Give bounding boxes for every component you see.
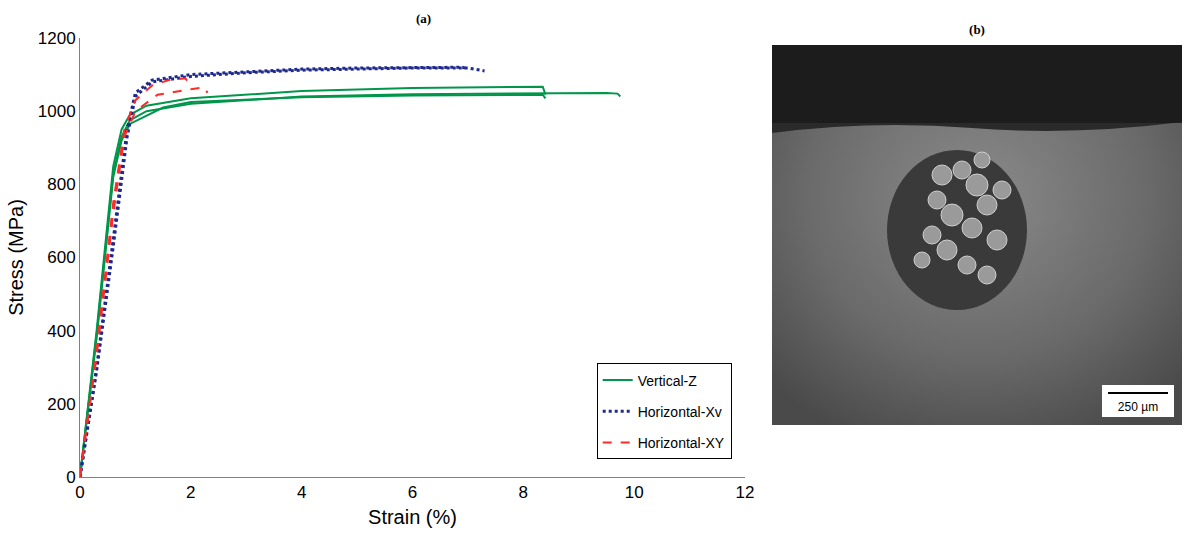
svg-text:10: 10 (625, 483, 644, 502)
svg-text:Horizontal-Xv: Horizontal-Xv (638, 404, 722, 420)
html-text:(b): (b) (969, 22, 985, 37)
svg-text:Strain (%): Strain (%) (368, 506, 457, 528)
svg-text:6: 6 (408, 483, 417, 502)
svg-text:0: 0 (66, 468, 75, 487)
svg-text:250 µm: 250 µm (1118, 400, 1158, 414)
svg-text:1200: 1200 (38, 29, 76, 48)
svg-text:Vertical-Z: Vertical-Z (638, 373, 698, 389)
svg-text:400: 400 (47, 322, 75, 341)
svg-text:800: 800 (47, 175, 75, 194)
svg-text:2: 2 (186, 483, 195, 502)
svg-text:4: 4 (297, 483, 306, 502)
svg-text:1000: 1000 (38, 102, 76, 121)
svg-text:Horizontal-XY: Horizontal-XY (638, 435, 725, 451)
svg-text:0: 0 (75, 483, 84, 502)
svg-text:(a): (a) (416, 11, 431, 26)
svg-text:12: 12 (736, 483, 755, 502)
svg-text:600: 600 (47, 248, 75, 267)
svg-text:Stress (MPa): Stress (MPa) (5, 199, 27, 316)
svg-text:200: 200 (47, 395, 75, 414)
svg-text:8: 8 (519, 483, 528, 502)
